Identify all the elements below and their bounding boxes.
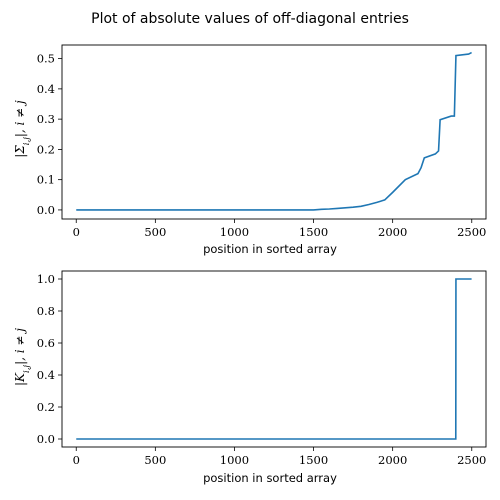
k-y-tick-label: 1.0 bbox=[37, 272, 55, 286]
sigma-x-tick-label: 1500 bbox=[299, 225, 328, 239]
sigma-y-axis-label: |Σi,j|, i ≠ j bbox=[13, 100, 32, 158]
figure-title: Plot of absolute values of off-diagonal … bbox=[91, 11, 409, 27]
k-series-line bbox=[76, 278, 472, 440]
sigma-x-axis-label: position in sorted array bbox=[203, 242, 337, 256]
k-y-tick-label: 0.0 bbox=[37, 432, 55, 446]
sigma-axes: |Σi,j|, i ≠ j position in sorted array 0… bbox=[13, 44, 487, 256]
sigma-plot-frame bbox=[61, 44, 487, 220]
k-y-tick-label: 0.6 bbox=[37, 336, 55, 350]
k-x-axis-label: position in sorted array bbox=[203, 471, 337, 485]
sigma-y-tick-label: 0.3 bbox=[37, 112, 55, 126]
sigma-series-line bbox=[76, 51, 472, 211]
sigma-x-tick-label: 2000 bbox=[378, 225, 407, 239]
sigma-x-tick-label: 500 bbox=[144, 225, 166, 239]
k-y-tick-label: 0.2 bbox=[37, 400, 55, 414]
k-axes: |Ki,j|, i ≠ j position in sorted array 0… bbox=[13, 270, 487, 485]
k-x-tick-label: 1500 bbox=[299, 453, 328, 467]
sigma-x-tick-label: 1000 bbox=[220, 225, 249, 239]
sigma-y-tick-label: 0.2 bbox=[37, 142, 55, 156]
k-x-tick-label: 0 bbox=[73, 453, 80, 467]
k-x-tick-label: 2000 bbox=[378, 453, 407, 467]
k-x-tick-label: 1000 bbox=[220, 453, 249, 467]
k-plot-frame bbox=[61, 270, 487, 448]
k-y-axis-label: |Ki,j|, i ≠ j bbox=[13, 328, 32, 386]
sigma-x-tick-label: 0 bbox=[73, 225, 80, 239]
k-x-tick-label: 2500 bbox=[457, 453, 486, 467]
sigma-x-tick-label: 2500 bbox=[457, 225, 486, 239]
k-y-tick-label: 0.8 bbox=[37, 304, 55, 318]
k-y-tick-label: 0.4 bbox=[37, 368, 55, 382]
k-x-tick-label: 500 bbox=[144, 453, 166, 467]
sigma-y-tick-label: 0.1 bbox=[37, 173, 55, 187]
sigma-y-tick-label: 0.0 bbox=[37, 203, 55, 217]
sigma-y-tick-label: 0.5 bbox=[37, 52, 55, 66]
sigma-y-tick-label: 0.4 bbox=[37, 82, 55, 96]
